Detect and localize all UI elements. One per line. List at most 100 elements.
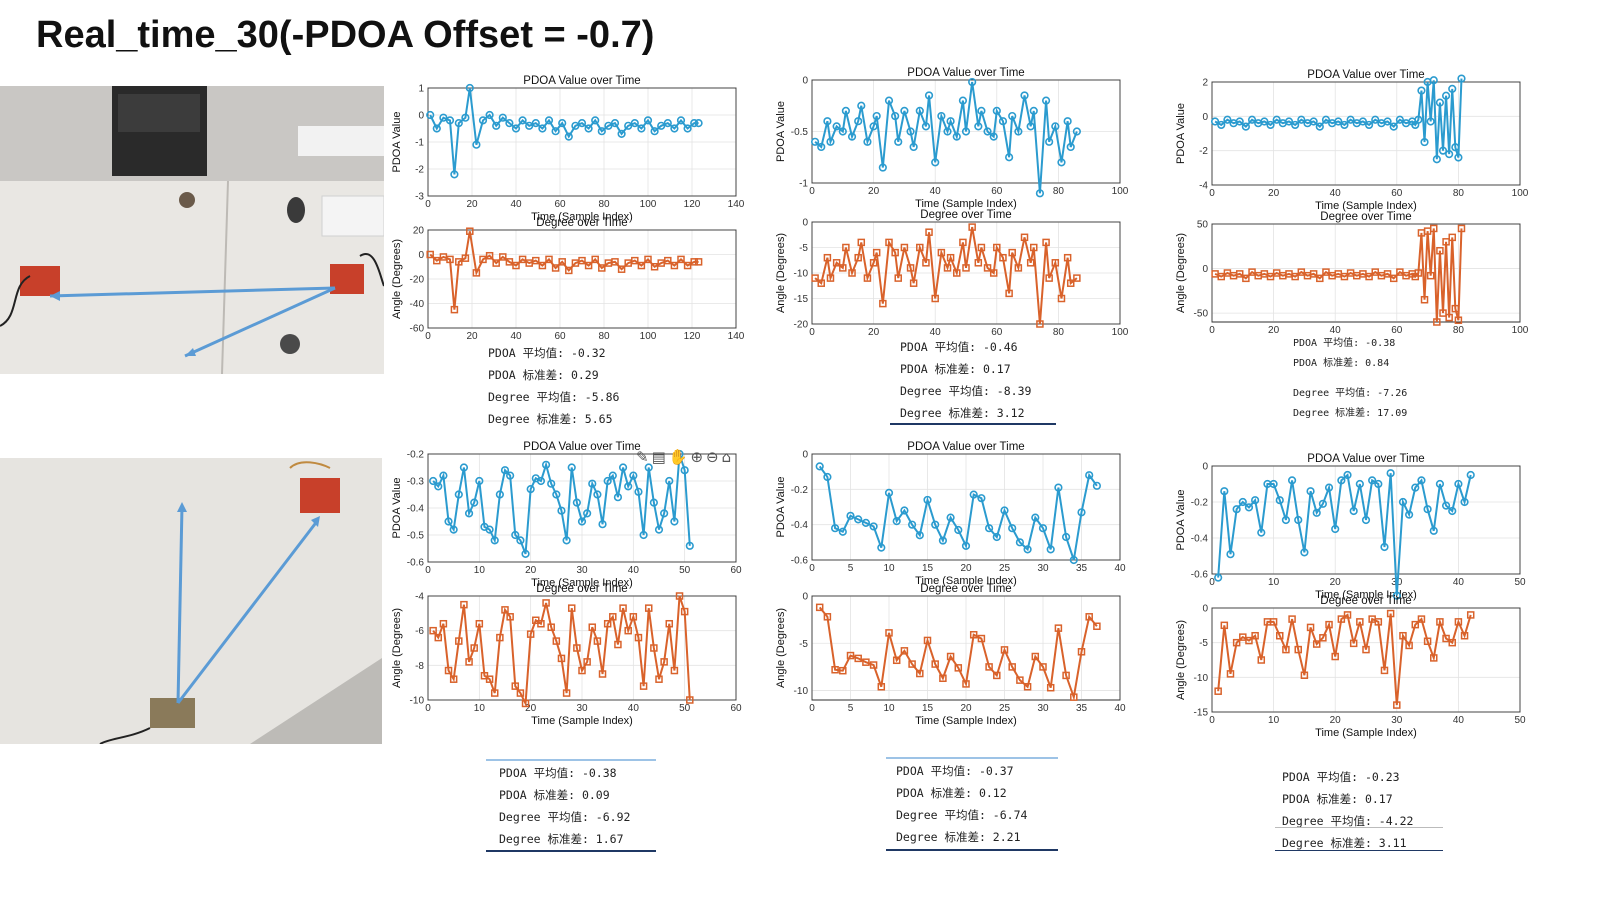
x-tick-label: 20 [868, 186, 880, 197]
data-point [998, 117, 1008, 126]
data-point [630, 118, 639, 128]
data-point [962, 680, 970, 688]
zoom-in-icon[interactable]: ⊕ [690, 448, 707, 466]
data-point [1257, 528, 1266, 537]
x-tick-label: 80 [1053, 186, 1065, 197]
data-point [1077, 648, 1086, 656]
data-point [464, 509, 474, 518]
data-point [892, 656, 901, 665]
data-point [931, 520, 940, 529]
data-point [1318, 499, 1327, 508]
chart-degree-2: 0 20 40 60 80 100 -20 -15 -10 -5 0 Degree over Time… [770, 206, 1150, 340]
zoom-out-icon[interactable]: ⊖ [706, 448, 722, 466]
data-point [1257, 656, 1266, 664]
x-tick-label: 30 [1037, 563, 1049, 574]
data-point [660, 509, 669, 518]
overline-rule [486, 759, 656, 761]
brush-icon[interactable]: ✎ [636, 448, 652, 466]
x-tick-label: 0 [1209, 325, 1215, 336]
data-point [985, 663, 993, 671]
data-point [1287, 476, 1297, 485]
data-point [1300, 671, 1309, 680]
x-tick-label: 25 [999, 563, 1011, 574]
data-point [650, 127, 659, 136]
y-tick-label: -2 [415, 165, 424, 176]
pan-icon[interactable]: ✋ [668, 448, 691, 466]
stats-block-6: PDOA 平均值: -0.23 PDOA 标准差: 0.17 Degree 平均… [1282, 766, 1413, 854]
chart-pdoa-1: 0 20 40 60 80 100 120 140 -3 -2 -1 0 1 PDOA Value ove… [386, 72, 766, 223]
data-point [1383, 270, 1392, 278]
x-tick-label: 40 [1330, 325, 1342, 336]
x-tick-label: 0 [809, 327, 815, 338]
data-point [854, 515, 863, 524]
data-point [1355, 479, 1364, 489]
data-point [1454, 316, 1463, 324]
home-icon[interactable]: ⌂ [721, 448, 735, 466]
data-point [1436, 246, 1444, 255]
data-point [1315, 122, 1324, 131]
x-tick-label: 15 [922, 563, 934, 574]
x-tick-label: 35 [1076, 703, 1088, 714]
data-point [562, 689, 571, 697]
chart-title: PDOA Value over Time [523, 75, 640, 87]
x-tick-label: 40 [628, 703, 640, 714]
data-point [1398, 497, 1408, 507]
data-point [1346, 115, 1355, 124]
data-point [470, 644, 478, 652]
data-point [591, 255, 599, 264]
underline-rule [886, 849, 1058, 851]
data-point [584, 261, 593, 270]
y-tick-label: -15 [1194, 708, 1209, 719]
data-point [670, 261, 679, 270]
data-point [450, 170, 459, 179]
data-point [1063, 117, 1072, 126]
data-point [1325, 620, 1333, 629]
x-tick-label: 60 [554, 331, 566, 342]
data-point [536, 476, 546, 486]
stats-block-3: PDOA 平均值: -0.38 PDOA 标准差: 0.84 Degree 平均… [1293, 334, 1407, 424]
data-point [823, 472, 832, 482]
data-point [547, 479, 556, 488]
data-point [588, 479, 597, 488]
data-point [434, 633, 443, 642]
data-point [511, 124, 521, 133]
data-point [531, 118, 540, 128]
data-point [501, 606, 509, 614]
data-point [490, 536, 499, 545]
chart-title: PDOA Value over Time [907, 67, 1024, 79]
x-tick-label: 15 [922, 703, 934, 714]
x-tick-label: 80 [1453, 188, 1465, 199]
data-point [565, 266, 573, 275]
data-point [1251, 496, 1260, 505]
data-point [660, 658, 668, 666]
figure-toolbar[interactable]: ✎▤✋⊕⊖⌂ [636, 448, 734, 466]
x-tick-label: 0 [809, 563, 815, 574]
stat-pdoa-mean: PDOA 平均值: -0.23 [1282, 770, 1400, 784]
y-tick-label: -0.6 [1191, 570, 1209, 581]
data-point [1448, 506, 1457, 516]
data-point [1430, 224, 1438, 233]
data-tip-icon[interactable]: ▤ [651, 448, 669, 466]
data-point [1432, 155, 1441, 164]
data-point [450, 305, 459, 314]
stats-block-2: PDOA 平均值: -0.46 PDOA 标准差: 0.17 Degree 平均… [900, 336, 1031, 424]
slide-title: Real_time_30(-PDOA Offset = -0.7) [36, 14, 655, 56]
stat-degree-mean: Degree 平均值: -7.26 [1293, 388, 1408, 399]
data-point [1319, 634, 1327, 642]
series-line [432, 453, 691, 555]
x-tick-label: 20 [1330, 577, 1342, 588]
data-point [690, 258, 698, 266]
data-point [1029, 106, 1038, 116]
data-point [1420, 295, 1429, 304]
data-point [937, 248, 946, 257]
data-point [432, 124, 441, 133]
data-point [877, 543, 886, 552]
data-point [878, 163, 887, 172]
data-point [815, 462, 824, 471]
data-point [445, 116, 455, 125]
stat-pdoa-std: PDOA 标准差: 0.12 [896, 786, 1007, 800]
x-tick-label: 40 [1114, 703, 1126, 714]
data-point [1054, 624, 1063, 632]
data-point [1291, 272, 1299, 281]
data-point [977, 106, 986, 116]
